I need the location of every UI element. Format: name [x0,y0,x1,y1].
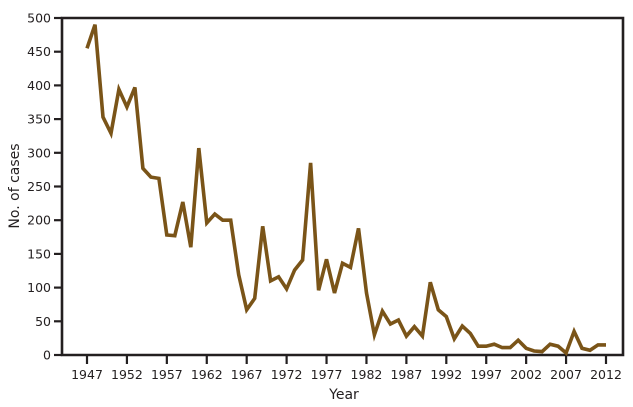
plot-frame [60,16,625,357]
y-axis: 0 50 100 150 200 250 300 350 400 450 500 [27,11,62,363]
y-tick-label: 150 [27,246,51,261]
x-tick-label: 1957 [151,367,183,382]
x-tick-label: 2002 [510,367,542,382]
x-tick-label: 2007 [550,367,582,382]
y-tick-label: 300 [27,145,51,160]
x-tick-label: 1982 [351,367,383,382]
x-tick-label: 1987 [390,367,422,382]
cases-line [85,24,606,357]
y-tick-label: 250 [27,179,51,194]
x-tick-label: 1967 [231,367,263,382]
y-tick-label: 400 [27,78,51,93]
x-tick-label: 2012 [590,367,622,382]
y-tick-label: 500 [27,11,51,26]
y-tick-label: 0 [43,348,51,363]
x-tick-label: 1977 [311,367,343,382]
x-tick-label: 1997 [470,367,502,382]
x-tick-label: 1947 [71,367,103,382]
y-tick-label: 100 [27,280,51,295]
y-tick-label: 450 [27,44,51,59]
x-tick-label: 1962 [191,367,223,382]
x-tick-label: 1952 [111,367,143,382]
y-tick-label: 350 [27,112,51,127]
plot-border [60,16,625,357]
y-tick-label: 50 [35,314,51,329]
y-tick-label: 200 [27,213,51,228]
x-tick-label: 1992 [430,367,462,382]
x-tick-label: 1972 [271,367,303,382]
y-axis-title: No. of cases [7,143,23,228]
x-axis: 1947 1952 1957 1962 1967 1972 1977 1982 1987 1992… [71,355,622,382]
x-axis-title: Year [328,387,359,403]
